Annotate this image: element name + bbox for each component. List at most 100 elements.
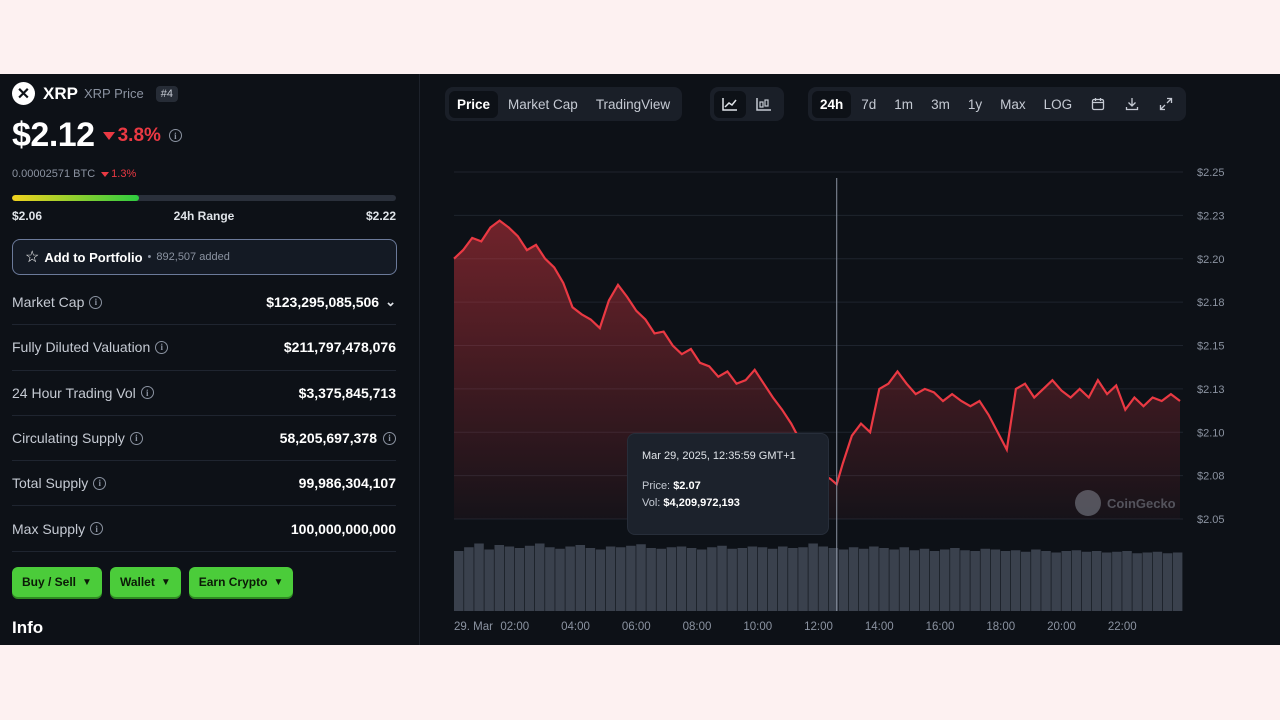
stat-label: Circulating Supply bbox=[12, 430, 125, 447]
tab-max[interactable]: Max bbox=[1000, 96, 1026, 112]
tab-market-cap[interactable]: Market Cap bbox=[508, 96, 578, 112]
tab-3m[interactable]: 3m bbox=[931, 96, 950, 112]
volume-bar bbox=[1081, 551, 1092, 611]
tooltip-vol-label: Vol: bbox=[642, 497, 661, 509]
tab-price[interactable]: Price bbox=[449, 90, 499, 118]
stat-label: Total Supply bbox=[12, 475, 89, 492]
volume-bar bbox=[454, 551, 464, 611]
volume-bar bbox=[899, 547, 910, 611]
volume-bar bbox=[788, 548, 798, 611]
x-tick-label: 20:00 bbox=[1047, 621, 1076, 633]
portfolio-separator: • bbox=[147, 251, 152, 263]
volume-bar bbox=[595, 549, 606, 611]
coingecko-logo-icon bbox=[1075, 490, 1101, 516]
chart-style-toggle bbox=[710, 87, 784, 121]
line-chart-icon[interactable] bbox=[714, 90, 746, 118]
info-icon[interactable]: i bbox=[90, 522, 104, 536]
volume-bar bbox=[686, 548, 697, 611]
x-tick-label: 12:00 bbox=[804, 621, 833, 633]
stat-value: 99,986,304,107 bbox=[298, 475, 396, 492]
volume-bar bbox=[1091, 551, 1102, 611]
btc-change-value: 1.3% bbox=[111, 168, 137, 180]
volume-bar bbox=[707, 547, 717, 611]
tab-7d[interactable]: 7d bbox=[861, 96, 877, 112]
tooltip-price-value: $2.07 bbox=[673, 480, 701, 492]
earn-crypto-button[interactable]: Earn Crypto ▼ bbox=[188, 567, 294, 597]
coin-info-panel: ✕ XRP XRP Price #4 $2.12 3.8% i 0.000025… bbox=[0, 74, 420, 645]
x-tick-label: 22:00 bbox=[1108, 621, 1137, 633]
x-tick-label: 10:00 bbox=[743, 621, 772, 633]
stat-row-fdv: Fully Diluted Valuation i $211,797,478,07… bbox=[12, 325, 396, 371]
chevron-down-icon: ▼ bbox=[160, 576, 171, 588]
volume-bar bbox=[757, 547, 768, 611]
chart-tooltip: Mar 29, 2025, 12:35:59 GMT+1 Price: $2.0… bbox=[627, 433, 829, 535]
x-tick-label: 06:00 bbox=[622, 621, 651, 633]
volume-bar bbox=[909, 550, 920, 611]
volume-bar bbox=[869, 546, 879, 611]
btc-price: 0.00002571 BTC bbox=[12, 168, 96, 180]
tab-24h[interactable]: 24h bbox=[812, 90, 852, 118]
info-icon[interactable]: i bbox=[89, 295, 103, 309]
coin-header: ✕ XRP XRP Price #4 bbox=[12, 82, 178, 105]
tab-1m[interactable]: 1m bbox=[894, 96, 914, 112]
y-tick-label: $2.13 bbox=[1197, 384, 1225, 396]
y-tick-label: $2.08 bbox=[1197, 471, 1225, 483]
range-label: 24h Range bbox=[173, 209, 235, 223]
volume-bar bbox=[929, 551, 940, 611]
wallet-button[interactable]: Wallet ▼ bbox=[109, 567, 181, 597]
price-row: $2.12 3.8% i bbox=[12, 116, 182, 155]
volume-bar bbox=[514, 548, 525, 611]
stat-label: Fully Diluted Valuation bbox=[12, 339, 151, 356]
volume-bar bbox=[656, 548, 667, 611]
volume-bar bbox=[990, 549, 1001, 611]
volume-bar bbox=[1021, 551, 1031, 611]
coingecko-watermark: CoinGecko bbox=[1075, 490, 1176, 516]
candlestick-chart-icon[interactable] bbox=[748, 91, 780, 118]
chevron-down-icon[interactable]: ⌄ bbox=[385, 294, 396, 310]
info-icon[interactable]: i bbox=[129, 431, 143, 445]
range-labels: $2.06 24h Range $2.22 bbox=[12, 209, 396, 223]
volume-bar bbox=[848, 547, 859, 611]
stat-value: 100,000,000,000 bbox=[290, 520, 396, 537]
price-info-icon[interactable]: i bbox=[168, 129, 182, 142]
tab-log[interactable]: LOG bbox=[1043, 96, 1073, 112]
volume-bar bbox=[737, 548, 748, 611]
fullscreen-icon[interactable] bbox=[1150, 91, 1182, 118]
chart-panel: Price Market Cap TradingView 24h 7d 1m 3… bbox=[421, 74, 1280, 645]
buy-sell-button[interactable]: Buy / Sell ▼ bbox=[12, 567, 102, 597]
volume-bar bbox=[767, 548, 778, 611]
add-to-portfolio-button[interactable]: ☆ Add to Portfolio • 892,507 added bbox=[12, 239, 397, 275]
download-icon[interactable] bbox=[1116, 91, 1148, 118]
x-tick-label: 02:00 bbox=[500, 621, 529, 633]
tab-tradingview[interactable]: TradingView bbox=[595, 96, 671, 112]
chevron-down-icon: ▼ bbox=[82, 576, 92, 588]
y-tick-label: $2.20 bbox=[1197, 254, 1225, 266]
volume-bar bbox=[970, 551, 980, 611]
stat-row-total-supply: Total Supply i 99,986,304,107 bbox=[12, 461, 396, 507]
volume-bar bbox=[666, 547, 677, 611]
price-chart[interactable]: $2.25 $2.23 $2.20 $2.18 $2.15 $2.13 $2.10 $2.08… bbox=[421, 74, 1280, 645]
tooltip-price-label: Price: bbox=[642, 480, 671, 492]
stat-label: Max Supply bbox=[12, 520, 86, 537]
volume-bar bbox=[1061, 551, 1072, 611]
volume-bar bbox=[535, 543, 545, 611]
volume-bar bbox=[1031, 549, 1041, 611]
price-change-value: 3.8% bbox=[117, 124, 161, 146]
info-icon[interactable]: i bbox=[140, 386, 154, 400]
coin-name: XRP Price bbox=[83, 86, 144, 101]
y-tick-label: $2.15 bbox=[1197, 341, 1225, 353]
supply-info-icon[interactable]: i bbox=[383, 431, 396, 445]
info-icon[interactable]: i bbox=[93, 476, 107, 490]
volume-bar bbox=[524, 545, 535, 611]
x-tick-label: 14:00 bbox=[865, 621, 894, 633]
volume-bar bbox=[1152, 551, 1163, 611]
tab-1y[interactable]: 1y bbox=[967, 96, 983, 112]
calendar-icon[interactable] bbox=[1082, 91, 1114, 118]
info-icon[interactable]: i bbox=[155, 340, 169, 354]
stat-value: 58,205,697,378 bbox=[279, 430, 377, 447]
stat-row-market-cap: Market Cap i $123,295,085,506 ⌄ bbox=[12, 280, 396, 326]
volume-bar bbox=[798, 547, 808, 611]
volume-bar bbox=[1010, 550, 1021, 611]
tooltip-vol-value: $4,209,972,193 bbox=[663, 497, 740, 509]
volume-bar bbox=[1132, 553, 1142, 611]
